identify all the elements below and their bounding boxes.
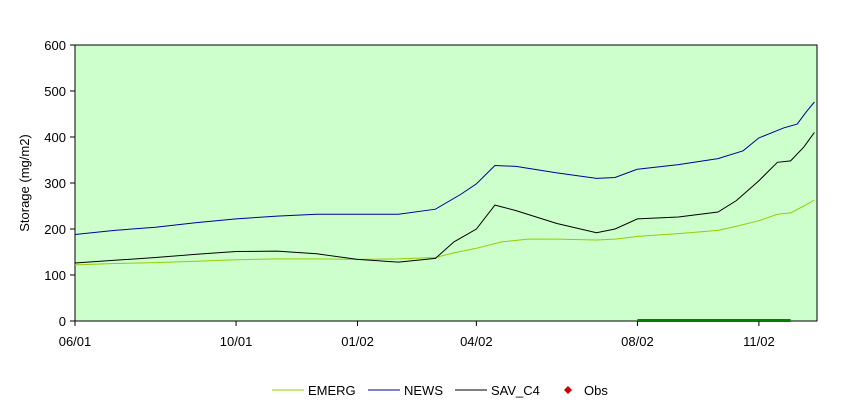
y-axis: 0 100 200 300 400 500 600 <box>44 38 75 329</box>
y-tick-label: 0 <box>59 314 66 329</box>
legend-label-emerg: EMERG <box>308 383 356 398</box>
y-tick-label: 200 <box>44 222 66 237</box>
y-tick-label: 400 <box>44 130 66 145</box>
y-tick-label: 300 <box>44 176 66 191</box>
series-line-sav-c4 <box>74 132 815 264</box>
legend-label-obs: Obs <box>584 383 608 398</box>
plot-area <box>74 44 818 322</box>
x-tick-label: 11/02 <box>743 334 775 349</box>
y-tick-label: 500 <box>44 84 66 99</box>
y-tick-label: 600 <box>44 38 66 53</box>
legend: EMERG NEWS SAV_C4 Obs <box>272 383 608 398</box>
x-tick-label: 08/02 <box>621 334 654 349</box>
y-axis-title: Storage (mg/m2) <box>17 134 32 232</box>
x-tick-label: 06/01 <box>59 334 92 349</box>
legend-label-news: NEWS <box>404 383 443 398</box>
series-line-news <box>74 101 815 235</box>
x-tick-label: 10/01 <box>220 334 253 349</box>
y-tick-label: 100 <box>44 268 66 283</box>
x-tick-label: 04/02 <box>460 334 493 349</box>
legend-marker-obs <box>564 386 572 394</box>
series-line-emerg <box>74 199 815 266</box>
series-layer <box>74 101 815 266</box>
legend-label-sav-c4: SAV_C4 <box>491 383 540 398</box>
x-tick-label: 01/02 <box>341 334 374 349</box>
x-axis: 06/01 10/01 01/02 04/02 08/02 11/02 <box>59 321 775 349</box>
